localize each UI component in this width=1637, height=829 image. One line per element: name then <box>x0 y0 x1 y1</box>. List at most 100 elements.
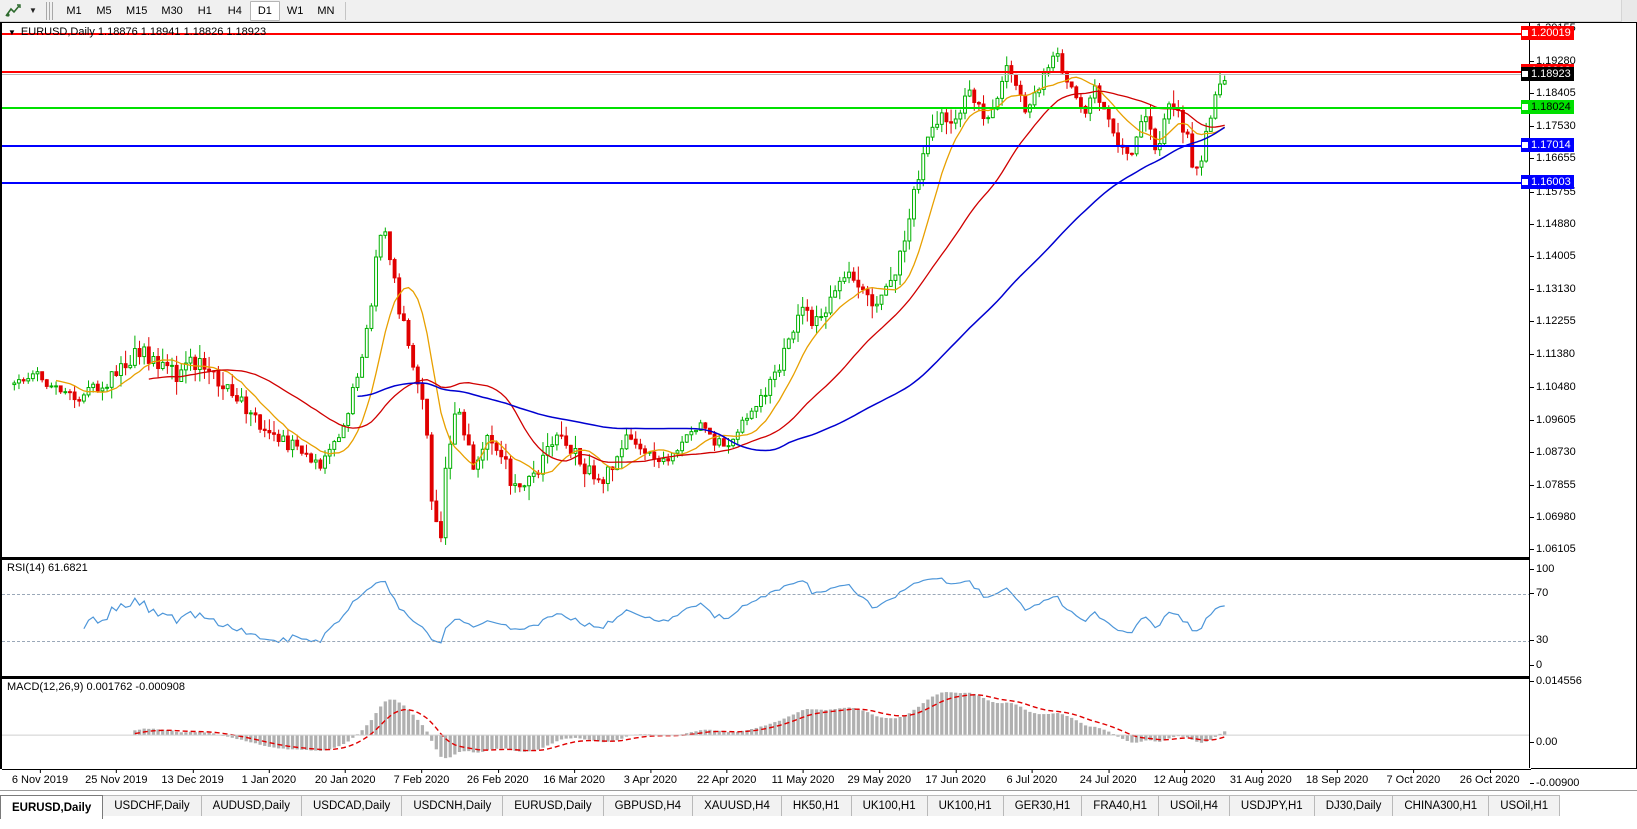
chart-menu-caret[interactable]: ▼ <box>8 27 16 37</box>
time-label-7: 16 Mar 2020 <box>543 769 605 786</box>
chart-tab-10[interactable]: UK100,H1 <box>926 795 1004 816</box>
time-label-8: 3 Apr 2020 <box>623 769 677 786</box>
chart-symbol-header: ▼ EURUSD,Daily 1.18876 1.18941 1.18826 1… <box>8 26 266 38</box>
rsi-guide-30 <box>2 641 1531 642</box>
rsi-tick-70: 70 <box>1530 587 1548 599</box>
chart-tab-3[interactable]: USDCAD,Daily <box>300 795 403 816</box>
timeframe-button-w1[interactable]: W1 <box>286 4 304 17</box>
chart-tab-15[interactable]: DJ30,Daily <box>1313 795 1394 816</box>
badge-value: 1.20019 <box>1531 27 1571 40</box>
macd-pane[interactable]: MACD(12,26,9) 0.001762 -0.000908 <box>2 678 1531 769</box>
badge-handle <box>1522 179 1528 186</box>
time-label-2: 13 Dec 2019 <box>161 769 224 786</box>
badge-value: 1.18024 <box>1531 101 1571 114</box>
timeframe-button-m1[interactable]: M1 <box>66 4 82 17</box>
badge-value: 1.17014 <box>1531 138 1571 151</box>
chart-tab-bar[interactable]: EURUSD,Daily USDCHF,Daily AUDUSD,Daily USDC… <box>0 790 1637 829</box>
time-label-10: 11 May 2020 <box>771 769 835 786</box>
chart-tab-12[interactable]: FRA40,H1 <box>1081 795 1159 816</box>
time-label-11: 29 May 2020 <box>847 769 912 786</box>
hline-118024[interactable] <box>2 106 1531 114</box>
rsi-label: RSI(14) 61.6821 <box>7 562 88 574</box>
timeframe-button-m15[interactable]: M15 <box>126 4 148 17</box>
chart-tab-13[interactable]: USOil,H4 <box>1157 795 1230 816</box>
price-tick-106980: 1.06980 <box>1530 511 1576 523</box>
toolbar-divider <box>345 1 347 20</box>
price-scale[interactable]: 1.201551.192801.184051.175301.166551.157… <box>1521 22 1636 789</box>
rsi-tick-30: 30 <box>1530 634 1548 646</box>
chart-tab-16[interactable]: CHINA300,H1 <box>1392 795 1490 816</box>
badge-handle <box>1522 141 1528 148</box>
hline-116003[interactable] <box>2 181 1531 189</box>
time-label-14: 24 Jul 2020 <box>1079 769 1137 786</box>
chart-tab-0[interactable]: EURUSD,Daily <box>0 795 104 819</box>
hline-117014[interactable] <box>2 143 1531 151</box>
chart-window[interactable]: ▼ EURUSD,Daily 1.18876 1.18941 1.18826 1… <box>0 22 1637 791</box>
price-candles-and-mas <box>12 47 1227 545</box>
macd-tick-000: 0.00 <box>1530 736 1557 748</box>
price-tick-118405: 1.18405 <box>1530 87 1576 99</box>
time-label-0: 6 Nov 2019 <box>11 769 69 786</box>
chart-tab-9[interactable]: UK100,H1 <box>850 795 928 816</box>
timeframe-button-group: M1 M5 M15 M30 H1 H4 D1 W1 MN <box>59 0 341 21</box>
time-axis: 6 Nov 2019 25 Nov 2019 13 Dec 2019 1 Jan 20… <box>2 769 1531 791</box>
toolbar-drag-handle[interactable] <box>46 1 55 20</box>
time-label-13: 6 Jul 2020 <box>1006 769 1058 786</box>
pane-separator-2[interactable] <box>2 676 1531 678</box>
price-level-badge-118024[interactable]: 1.18024 <box>1521 100 1574 115</box>
rsi-pane[interactable]: RSI(14) 61.6821 <box>2 559 1531 676</box>
badge-value: 1.16003 <box>1531 176 1571 189</box>
price-level-badge-117014[interactable]: 1.17014 <box>1521 137 1574 152</box>
current-price-line <box>2 74 1531 76</box>
badge-handle <box>1522 30 1528 37</box>
price-tick-108730: 1.08730 <box>1530 446 1576 458</box>
chart-tab-8[interactable]: HK50,H1 <box>780 795 852 816</box>
time-label-6: 26 Feb 2020 <box>466 769 529 786</box>
price-level-badge-120019[interactable]: 1.20019 <box>1521 26 1574 41</box>
chart-tab-4[interactable]: USDCNH,Daily <box>401 795 504 816</box>
macd-tick-000900: -0.00900 <box>1530 777 1579 789</box>
time-label-9: 22 Apr 2020 <box>697 769 757 786</box>
price-tick-106105: 1.06105 <box>1530 543 1576 555</box>
chart-tab-17[interactable]: USOil,H1 <box>1488 795 1561 816</box>
badge-value: 1.18923 <box>1531 68 1571 81</box>
last-price-badge[interactable]: 1.18923 <box>1521 67 1574 82</box>
chart-tab-6[interactable]: GBPUSD,H4 <box>602 795 694 816</box>
timeframe-button-d1[interactable]: D1 <box>249 0 280 21</box>
price-tick-113130: 1.13130 <box>1530 283 1576 295</box>
chart-tab-11[interactable]: GER30,H1 <box>1002 795 1083 816</box>
rsi-line <box>83 577 1225 644</box>
timeframe-button-h1[interactable]: H1 <box>197 4 212 17</box>
timeframe-button-m30[interactable]: M30 <box>161 4 183 17</box>
time-label-17: 18 Sep 2020 <box>1305 769 1369 786</box>
time-label-1: 25 Nov 2019 <box>85 769 148 786</box>
hline-119008[interactable] <box>2 69 1531 77</box>
timeframe-button-mn[interactable]: MN <box>317 4 335 17</box>
rsi-guide-70 <box>2 594 1531 595</box>
timeframe-button-m5[interactable]: M5 <box>96 4 112 17</box>
time-label-3: 1 Jan 2020 <box>241 769 297 786</box>
chart-shift-icon[interactable] <box>0 1 26 21</box>
chart-shift-dropdown[interactable]: ▼ <box>29 6 37 15</box>
macd-histogram-and-signal <box>2 692 1531 759</box>
macd-label: MACD(12,26,9) 0.001762 -0.000908 <box>7 681 185 693</box>
rsi-tick-100: 100 <box>1530 563 1554 575</box>
time-label-16: 31 Aug 2020 <box>1229 769 1292 786</box>
toolbar-overflow[interactable] <box>1621 0 1637 22</box>
chart-tab-2[interactable]: AUDUSD,Daily <box>200 795 302 816</box>
price-tick-112255: 1.12255 <box>1530 315 1576 327</box>
chart-tab-5[interactable]: EURUSD,Daily <box>502 795 604 816</box>
time-label-19: 26 Oct 2020 <box>1459 769 1520 786</box>
timeframe-button-h4[interactable]: H4 <box>227 4 242 17</box>
badge-handle <box>1522 104 1528 111</box>
time-label-18: 7 Oct 2020 <box>1386 769 1441 786</box>
pane-separator-1[interactable] <box>2 557 1531 559</box>
chart-tab-7[interactable]: XAUUSD,H4 <box>692 795 782 816</box>
time-label-5: 7 Feb 2020 <box>393 769 450 786</box>
time-label-12: 17 Jun 2020 <box>925 769 986 786</box>
price-pane[interactable]: ▼ EURUSD,Daily 1.18876 1.18941 1.18826 1… <box>2 23 1531 557</box>
chart-tab-1[interactable]: USDCHF,Daily <box>102 795 202 816</box>
time-label-15: 12 Aug 2020 <box>1153 769 1216 786</box>
chart-tab-14[interactable]: USDJPY,H1 <box>1228 795 1315 816</box>
price-level-badge-116003[interactable]: 1.16003 <box>1521 175 1574 190</box>
